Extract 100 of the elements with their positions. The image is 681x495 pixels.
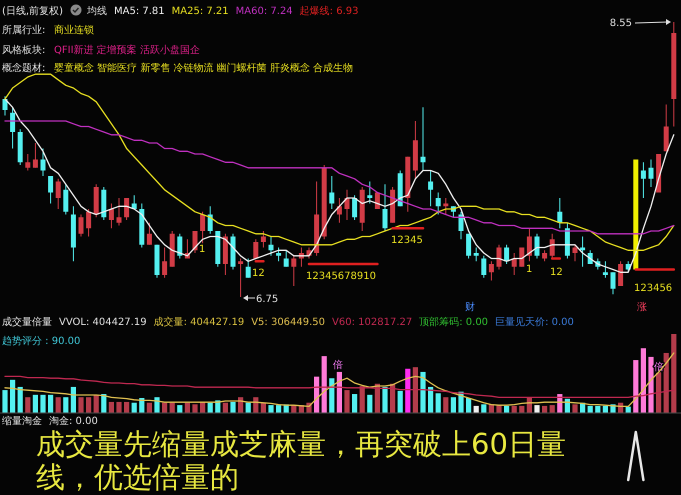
text: 淘金: 0.00 — [49, 415, 98, 427]
annotation: 1 — [526, 264, 532, 275]
candlestick — [526, 228, 532, 262]
bar — [534, 405, 540, 413]
candlestick — [542, 250, 548, 262]
candlestick — [496, 244, 502, 270]
text: VVOL: 404427.19 — [59, 317, 147, 328]
bar — [352, 394, 358, 413]
bar — [329, 378, 334, 413]
bar — [56, 397, 61, 413]
bar — [664, 352, 669, 413]
text: 财 — [465, 301, 475, 313]
candlestick — [648, 159, 654, 188]
bar — [146, 402, 152, 413]
bar — [208, 402, 213, 413]
candlestick — [253, 238, 258, 259]
bar — [412, 367, 418, 413]
annotation: 概念题材: — [2, 62, 46, 74]
candlestick — [78, 214, 84, 237]
bar — [222, 402, 228, 413]
candlestick — [25, 154, 30, 171]
annotation: 6.75 — [256, 294, 278, 305]
text: 成交量: 404427.19 — [154, 316, 244, 328]
candlestick — [344, 189, 350, 220]
candlestick — [367, 181, 372, 204]
candlestick — [572, 244, 578, 262]
bar — [116, 402, 122, 413]
candlestick — [436, 192, 441, 215]
text: MA5: 7.81 — [114, 6, 165, 17]
bar — [124, 402, 130, 413]
bar — [25, 397, 30, 413]
candlestick — [260, 230, 266, 248]
bar — [550, 405, 555, 413]
bar — [633, 360, 638, 413]
bar — [640, 348, 646, 413]
candlestick — [146, 222, 152, 246]
bar — [382, 386, 388, 413]
bar — [367, 394, 372, 413]
candlestick — [162, 247, 168, 278]
bar — [162, 402, 168, 413]
bar — [139, 398, 144, 413]
annotation: 婴童概念 智能医疗 新零售 冷链物流 幽门螺杆菌 肝炎概念 合成生物 — [54, 62, 354, 74]
candlestick — [200, 211, 206, 246]
candlestick — [382, 184, 388, 232]
text: V5: 306449.50 — [251, 317, 326, 328]
annotation: 趋势评分 : 90.00 — [2, 335, 80, 347]
bar — [132, 402, 137, 413]
bar — [671, 334, 676, 413]
annotation: 123456 — [634, 283, 672, 294]
candlestick — [246, 258, 251, 278]
bar — [108, 402, 114, 413]
bar — [512, 406, 517, 413]
bar — [588, 406, 593, 413]
bar — [360, 386, 365, 413]
candlestick — [557, 198, 562, 229]
candlestick — [512, 252, 517, 276]
candlestick — [481, 255, 486, 278]
candlestick — [534, 233, 540, 259]
bar — [40, 394, 46, 413]
text: 均线 — [86, 5, 107, 17]
bar — [78, 397, 84, 413]
candlestick — [443, 198, 448, 215]
candlestick — [602, 260, 608, 278]
bar — [101, 394, 106, 413]
candlestick — [329, 176, 334, 210]
candlestick — [10, 106, 16, 149]
candlestick — [428, 170, 434, 207]
annotation: 成交量先缩量成芝麻量，再突破上60日量线，优选倍量的 — [36, 427, 567, 494]
bar — [253, 397, 258, 413]
candlestick — [238, 258, 244, 298]
candlestick — [276, 247, 282, 262]
candlestick — [580, 236, 586, 268]
text: MA60: 7.24 — [236, 6, 293, 17]
bar — [32, 394, 38, 413]
bar — [322, 356, 327, 413]
text: 起爆线: 6.93 — [300, 5, 358, 17]
candlestick — [2, 96, 8, 116]
bar — [48, 394, 54, 413]
candlestick — [63, 184, 68, 215]
annotation: 12345678910 — [306, 271, 376, 282]
candlestick — [108, 203, 114, 229]
candlestick — [56, 178, 61, 210]
chart-title: 缩量淘金 — [2, 415, 42, 427]
annotation: 12 — [550, 267, 563, 278]
bar — [177, 405, 182, 413]
candlestick — [291, 255, 296, 286]
candlestick — [86, 208, 92, 237]
chart-title: 成交量倍量 — [2, 316, 52, 328]
bar — [70, 386, 76, 413]
candlestick — [550, 233, 555, 259]
bar — [436, 393, 441, 413]
candlestick — [504, 244, 510, 264]
candlestick — [488, 260, 494, 281]
annotation: 风格板块: — [2, 44, 46, 56]
bar — [18, 386, 23, 413]
candlestick — [208, 206, 213, 234]
candlestick — [284, 250, 289, 268]
bar — [230, 402, 236, 413]
bar — [10, 380, 16, 413]
chart-title: (日线,前复权) — [2, 5, 64, 17]
